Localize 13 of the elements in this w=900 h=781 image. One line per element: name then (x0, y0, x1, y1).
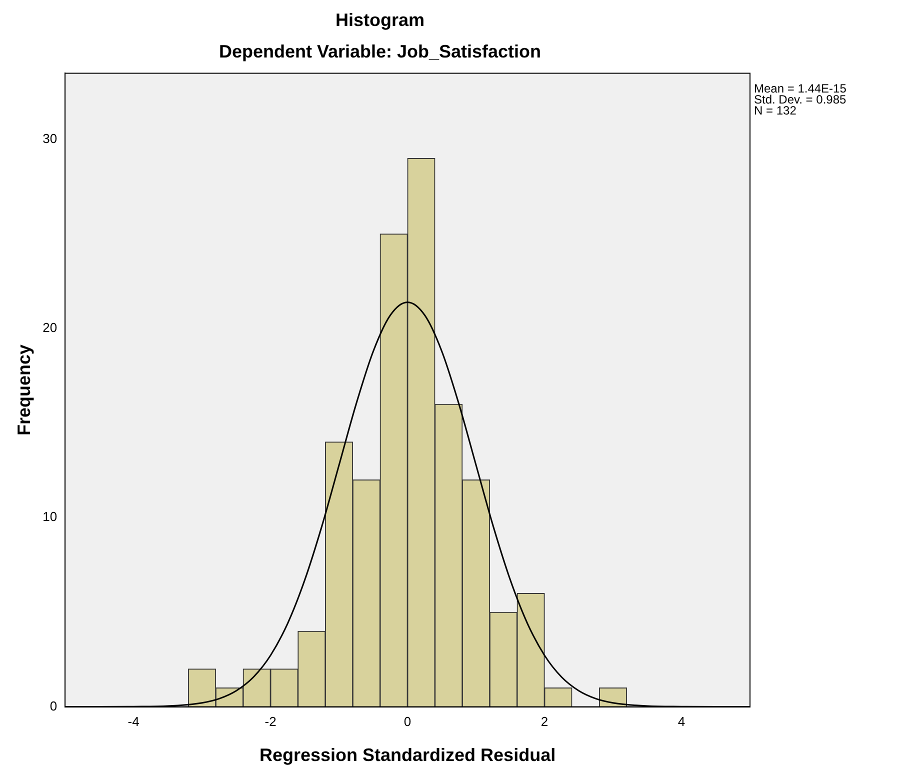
x-tick-label: -4 (128, 714, 140, 730)
x-axis-title: Regression Standardized Residual (259, 745, 556, 766)
chart-title: Histogram (335, 10, 425, 30)
chart-subtitle: Dependent Variable: Job_Satisfaction (218, 41, 542, 62)
y-axis-title: Frequency (14, 344, 34, 436)
x-tick-label: 4 (678, 714, 686, 730)
y-tick-label: 30 (42, 130, 58, 146)
y-tick-label: 0 (50, 698, 58, 714)
y-tick-label: 10 (42, 509, 58, 524)
y-tick-label: 20 (42, 320, 58, 336)
x-tick-label: 2 (540, 714, 548, 730)
x-tick-label: -2 (264, 714, 276, 730)
x-tick-label: 0 (404, 714, 412, 730)
